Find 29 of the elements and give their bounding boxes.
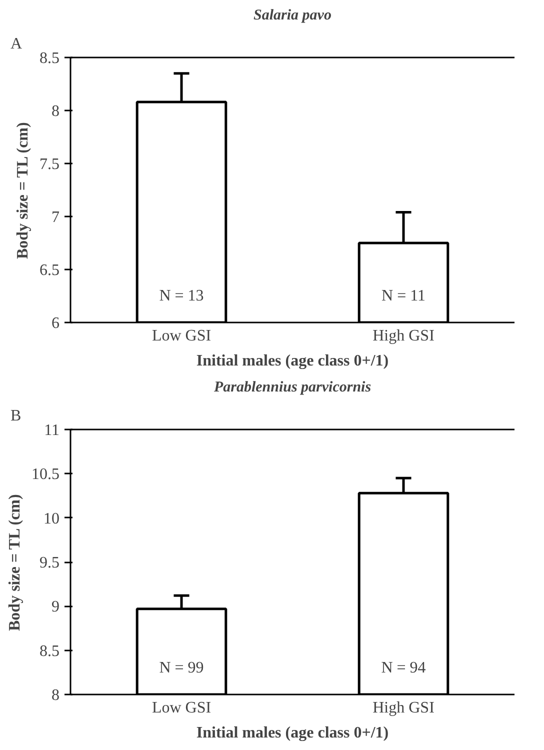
x-tick-label: Low GSI (152, 328, 212, 344)
text: A (10, 36, 22, 52)
annotation: N = 13 (159, 288, 204, 304)
y-tick-label: 6.5 (40, 262, 60, 279)
x-tick-label: Low GSI (152, 700, 212, 716)
y-tick-label: 8.5 (40, 50, 60, 67)
y-tick-label: 11 (44, 422, 60, 439)
chart-title: Salaria pavo (254, 8, 332, 24)
y-tick-label: 8.5 (40, 642, 60, 660)
text: B (10, 408, 22, 424)
y-tick-label: 10.5 (32, 466, 60, 484)
x-axis-title: Initial males (age class 0+/1) (196, 724, 389, 742)
y-tick-label: 9.5 (40, 554, 60, 572)
y-axis-title: Body size = TL (cm) (6, 494, 24, 631)
annotation: N = 94 (381, 660, 426, 676)
annotation: N = 99 (159, 660, 204, 676)
x-tick-label: High GSI (372, 700, 434, 716)
chart-title: Parablennius parvicornis (214, 380, 372, 396)
y-tick-label: 8 (52, 103, 60, 120)
annotation: N = 11 (382, 288, 426, 304)
y-tick-label: 10 (44, 510, 60, 528)
y-tick-label: 7 (52, 209, 60, 226)
y-tick-label: 9 (52, 598, 60, 616)
x-axis-title: Initial males (age class 0+/1) (196, 352, 389, 370)
y-axis-title: Body size = TL (cm) (14, 122, 32, 259)
x-tick-label: High GSI (372, 328, 434, 344)
y-tick-label: 7.5 (40, 156, 60, 173)
y-tick-label: 6 (52, 315, 60, 332)
y-tick-label: 8 (52, 687, 60, 704)
